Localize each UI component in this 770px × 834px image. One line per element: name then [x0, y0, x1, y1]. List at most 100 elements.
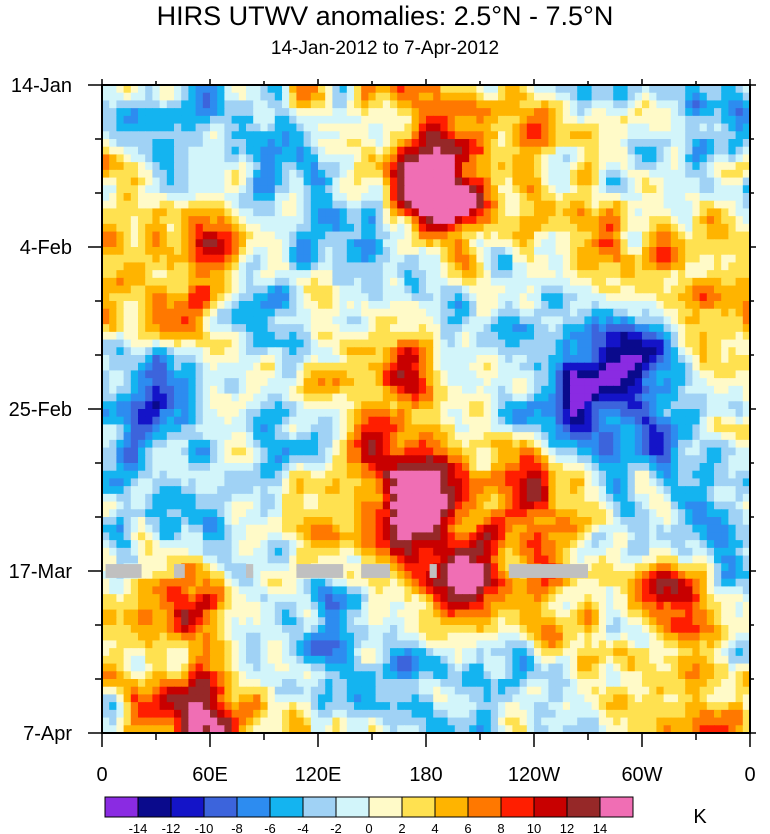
heatmap-cell [289, 123, 297, 132]
heatmap-cell [692, 200, 701, 210]
heatmap-cell [728, 385, 737, 395]
heatmap-cell [663, 177, 672, 186]
heatmap-cell [706, 301, 715, 310]
heatmap-cell [526, 154, 535, 163]
heatmap-cell [368, 247, 377, 256]
heatmap-cell [649, 378, 657, 387]
heatmap-cell [267, 385, 276, 395]
heatmap-cell [433, 439, 441, 449]
heatmap-cell [418, 339, 427, 348]
heatmap-cell [238, 478, 247, 487]
heatmap-cell [310, 85, 319, 94]
heatmap-cell [109, 401, 117, 410]
heatmap-cell [145, 401, 153, 410]
heatmap-cell [102, 478, 110, 487]
heatmap-cell [519, 409, 528, 418]
heatmap-cell [123, 339, 132, 348]
heatmap-cell [181, 331, 189, 341]
heatmap-cell [440, 470, 449, 480]
heatmap-cell [382, 378, 391, 387]
heatmap-cell [210, 478, 218, 487]
heatmap-cell [562, 501, 571, 510]
heatmap-cell [584, 193, 593, 202]
heatmap-cell [159, 393, 168, 402]
heatmap-cell [526, 370, 535, 379]
heatmap-cell [375, 92, 384, 102]
heatmap-cell [411, 324, 420, 333]
heatmap-cell [202, 339, 211, 348]
heatmap-cell [728, 416, 737, 426]
heatmap-cell [742, 193, 750, 202]
heatmap-cell [454, 378, 463, 387]
heatmap-cell [303, 347, 312, 356]
heatmap-cell [670, 308, 679, 318]
heatmap-cell [267, 409, 276, 418]
heatmap-cell [159, 277, 168, 287]
heatmap-cell [728, 177, 737, 186]
heatmap-cell [123, 254, 132, 264]
heatmap-cell [382, 285, 391, 294]
heatmap-cell [318, 486, 326, 495]
heatmap-cell [296, 100, 305, 109]
heatmap-cell [692, 439, 701, 449]
heatmap-cell [397, 208, 405, 217]
heatmap-cell [289, 470, 297, 480]
heatmap-cell [130, 493, 139, 503]
heatmap-cell [469, 223, 477, 233]
heatmap-cell [692, 362, 701, 372]
heatmap-cell [404, 432, 413, 441]
heatmap-cell [519, 424, 528, 433]
heatmap-cell [296, 285, 305, 294]
heatmap-cell [195, 177, 204, 186]
heatmap-cell [735, 108, 744, 117]
heatmap-cell [512, 385, 521, 395]
heatmap-cell [490, 331, 499, 341]
heatmap-cell [663, 169, 672, 179]
heatmap-cell [663, 123, 672, 132]
heatmap-cell [454, 92, 463, 102]
heatmap-cell [274, 339, 283, 348]
heatmap-cell [591, 139, 600, 148]
heatmap-cell [188, 316, 197, 325]
heatmap-cell [418, 285, 427, 294]
heatmap-cell [174, 331, 182, 341]
heatmap-cell [354, 385, 362, 395]
heatmap-cell [620, 339, 629, 348]
heatmap-cell [224, 308, 233, 318]
heatmap-cell [656, 169, 665, 179]
heatmap-cell [411, 308, 420, 318]
heatmap-cell [368, 277, 377, 287]
heatmap-cell [728, 347, 737, 356]
heatmap-cell [584, 131, 593, 140]
heatmap-cell [231, 378, 240, 387]
heatmap-cell [397, 92, 405, 102]
heatmap-cell [620, 247, 629, 256]
heatmap-cell [512, 169, 521, 179]
heatmap-cell [570, 139, 578, 148]
heatmap-cell [627, 200, 636, 210]
heatmap-cell [246, 162, 254, 171]
heatmap-cell [699, 139, 708, 148]
heatmap-cell [375, 100, 384, 109]
heatmap-cell [166, 262, 175, 271]
heatmap-cell [642, 370, 650, 379]
heatmap-cell [555, 432, 564, 441]
heatmap-cell [303, 509, 312, 518]
heatmap-cell [699, 154, 708, 163]
heatmap-cell [375, 177, 384, 186]
heatmap-cell [598, 447, 607, 456]
heatmap-cell [260, 355, 269, 364]
heatmap-cell [346, 108, 355, 117]
heatmap-cell [188, 262, 197, 271]
heatmap-cell [490, 316, 499, 325]
heatmap-cell [368, 347, 377, 356]
heatmap-cell [411, 162, 420, 171]
heatmap-cell [138, 409, 146, 418]
heatmap-cell [346, 100, 355, 109]
heatmap-cell [231, 223, 240, 233]
heatmap-cell [166, 115, 175, 125]
heatmap-cell [303, 131, 312, 140]
heatmap-cell [217, 385, 225, 395]
heatmap-cell [303, 262, 312, 271]
heatmap-cell [303, 316, 312, 325]
